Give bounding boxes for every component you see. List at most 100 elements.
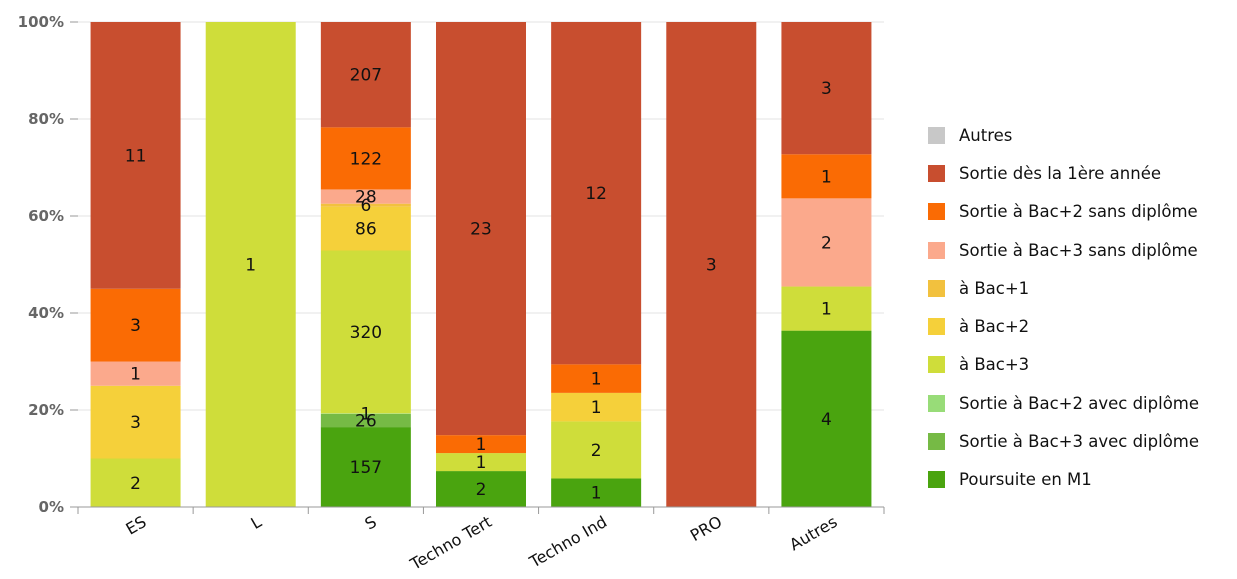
legend-label: Sortie à Bac+2 sans diplôme: [959, 202, 1198, 222]
bar-segment: [781, 330, 872, 507]
data-label: 320: [350, 323, 382, 343]
legend-swatch: [928, 241, 945, 259]
legend-item: à Bac+3: [928, 346, 1233, 384]
data-label: 4: [821, 410, 832, 430]
data-label: 6: [360, 196, 371, 216]
bar-segment: [320, 413, 411, 414]
y-axis: 0% 20% 40% 60% 80% 100%: [18, 13, 78, 516]
bars: [90, 22, 872, 507]
legend-item: Autres: [928, 116, 1233, 154]
data-label: 1: [821, 167, 832, 187]
bar-segment: [320, 206, 411, 251]
bar-segment: [90, 458, 181, 507]
data-label: 2: [821, 233, 832, 253]
bar-segment: [781, 286, 872, 331]
bar-segment: [320, 189, 411, 204]
legend-item: Poursuite en M1: [928, 461, 1233, 499]
y-tick-label: 20%: [28, 401, 64, 419]
data-label: 3: [706, 256, 717, 276]
legend-item: Sortie à Bac+3 sans diplôme: [928, 231, 1233, 269]
x-tick-label: Techno Tert: [406, 512, 495, 574]
y-tick-label: 100%: [18, 13, 64, 31]
data-label: 1: [360, 405, 371, 425]
x-tick-label: ES: [123, 512, 150, 539]
bar-segment: [205, 22, 296, 507]
data-label: 3: [130, 413, 141, 433]
legend-item: Sortie à Bac+2 avec diplôme: [928, 384, 1233, 422]
bar-segment: [436, 22, 526, 436]
legend-label: à Bac+3: [959, 355, 1030, 375]
data-label: 157: [350, 458, 382, 478]
bar-segment: [551, 22, 642, 365]
data-label: 1: [591, 484, 602, 504]
data-label: 12: [585, 184, 607, 204]
bar-segment: [551, 478, 642, 507]
legend-label: Sortie à Bac+3 avec diplôme: [959, 432, 1200, 452]
legend-item: à Bac+2: [928, 307, 1233, 345]
bar-segment: [551, 392, 642, 422]
legend-item: Sortie à Bac+3 avec diplôme: [928, 422, 1233, 460]
bar-segment: [666, 22, 757, 507]
legend-item: à Bac+1: [928, 269, 1233, 307]
x-tick-label: S: [362, 512, 380, 534]
bar-segment: [551, 364, 642, 393]
legend-swatch: [928, 394, 945, 412]
data-label: 2: [130, 474, 141, 494]
bar-segment: [781, 154, 872, 199]
bar-segment: [781, 22, 872, 155]
data-label: 11: [125, 146, 147, 166]
legend-label: Sortie à Bac+3 sans diplôme: [959, 240, 1198, 260]
bar-segment: [436, 453, 526, 472]
bar-segment: [436, 471, 526, 507]
bar-segment: [320, 127, 411, 190]
legend-label: à Bac+2: [959, 317, 1030, 337]
y-tick-label: 60%: [28, 207, 64, 225]
data-label: 1: [591, 370, 602, 390]
data-label: 207: [350, 66, 382, 86]
x-tick-label: L: [247, 512, 264, 533]
data-label: 28: [355, 188, 377, 208]
legend-swatch: [928, 279, 945, 297]
y-tick-label: 0%: [39, 498, 64, 516]
bar-segment: [781, 198, 872, 287]
legend-item: Sortie dès la 1ère année: [928, 154, 1233, 192]
data-label: 1: [245, 256, 256, 276]
bar-segment: [551, 421, 642, 479]
legend-label: Autres: [959, 125, 1013, 145]
legend-swatch: [928, 318, 945, 336]
legend-swatch: [928, 433, 945, 451]
data-label: 26: [355, 411, 377, 431]
legend-swatch: [928, 471, 945, 489]
data-label: 1: [821, 300, 832, 320]
y-tick-label: 40%: [28, 304, 64, 322]
legend-item: Sortie à Bac+2 sans diplôme: [928, 193, 1233, 231]
x-tick-label: PRO: [687, 512, 725, 545]
data-label: 3: [821, 79, 832, 99]
data-label: 2: [476, 480, 487, 500]
legend-swatch: [928, 126, 945, 144]
bar-segment: [90, 385, 181, 459]
data-label: 1: [476, 453, 487, 473]
data-labels: 2313111157261320866281222072112312111234…: [125, 66, 832, 504]
data-label: 1: [130, 365, 141, 385]
bar-segment: [90, 288, 181, 362]
bar-segment: [320, 203, 411, 207]
legend-label: Sortie à Bac+2 avec diplôme: [959, 393, 1200, 413]
bar-segment: [320, 250, 411, 414]
legend-swatch: [928, 164, 945, 182]
x-tick-label: Techno Ind: [525, 512, 610, 572]
legend: Autres Sortie dès la 1ère année Sortie à B…: [928, 116, 1233, 499]
bar-segment: [320, 413, 411, 428]
data-label: 86: [355, 220, 377, 240]
data-label: 1: [591, 398, 602, 418]
data-label: 2: [591, 441, 602, 461]
legend-swatch: [928, 356, 945, 374]
bar-segment: [320, 427, 411, 507]
bar-segment: [320, 22, 411, 128]
x-axis: ES L S Techno Tert Techno Ind PRO Autres: [77, 506, 885, 574]
bar-segment: [436, 435, 526, 454]
data-label: 3: [130, 316, 141, 336]
legend-label: à Bac+1: [959, 278, 1030, 298]
bar-segment: [90, 361, 181, 386]
y-tick-label: 80%: [28, 110, 64, 128]
